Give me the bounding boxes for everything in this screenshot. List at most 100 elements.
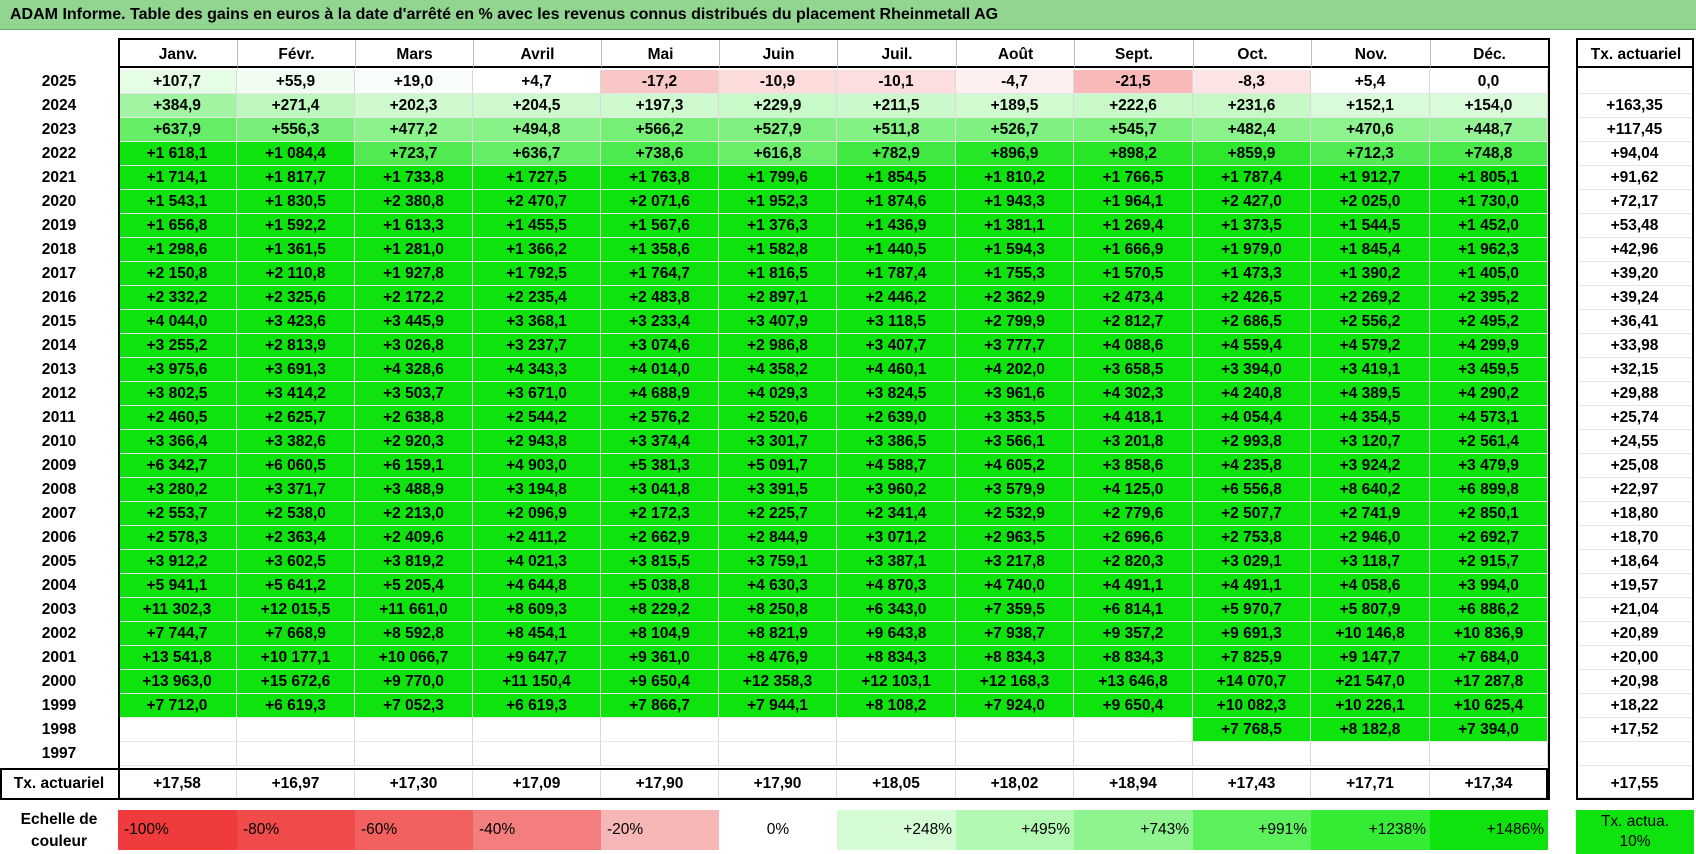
table-cell: +566,2: [601, 118, 719, 142]
table-cell: +2 920,3: [355, 430, 473, 454]
table-cell: +3 691,3: [237, 358, 355, 382]
table-cell: +4,7: [473, 70, 601, 94]
table-cell: +2 799,9: [956, 310, 1074, 334]
table-cell: +1 358,6: [601, 238, 719, 262]
table-cell: [1311, 742, 1430, 766]
scale-swatch: +1486%: [1430, 810, 1548, 850]
table-cell: [956, 742, 1074, 766]
table-cell: +1 845,4: [1311, 238, 1430, 262]
table-cell: +1 361,5: [237, 238, 355, 262]
table-cell: +8 229,2: [601, 598, 719, 622]
year-label: 2008: [41, 481, 77, 498]
table-cell: +896,9: [956, 142, 1074, 166]
table-cell: +5 091,7: [719, 454, 837, 478]
table-cell: [1074, 718, 1193, 742]
table-cell: +197,3: [601, 94, 719, 118]
footer-rate-cell: +17,58: [118, 770, 237, 798]
month-header-10: Oct.: [1193, 38, 1311, 68]
year-label: 2018: [41, 241, 77, 258]
table-cell: +4 579,2: [1311, 334, 1430, 358]
year-label: 2007: [41, 505, 77, 522]
table-cell: +3 374,4: [601, 430, 719, 454]
table-cell: +3 407,9: [719, 310, 837, 334]
table-cell: [355, 718, 473, 742]
table-cell: +1 805,1: [1430, 166, 1548, 190]
table-cell: +8 834,3: [837, 646, 956, 670]
table-cell: +3 118,7: [1311, 550, 1430, 574]
table-cell: [601, 718, 719, 742]
table-cell: +6 159,1: [355, 454, 473, 478]
table-cell: +204,5: [473, 94, 601, 118]
table-cell: +2 025,0: [1311, 190, 1430, 214]
year-label: 2014: [41, 337, 77, 354]
table-cell: +1 733,8: [355, 166, 473, 190]
rate-cell: +39,24: [1576, 286, 1694, 310]
footer-rate-cell: +17,71: [1311, 770, 1430, 798]
rate-cell: +33,98: [1576, 334, 1694, 358]
rate-cell: +18,70: [1576, 526, 1694, 550]
table-cell: +4 605,2: [956, 454, 1074, 478]
year-label: 2021: [41, 169, 77, 186]
table-cell: +2 813,9: [237, 334, 355, 358]
table-cell: +229,9: [719, 94, 837, 118]
table-cell: +1 792,5: [473, 262, 601, 286]
year-label: 2001: [41, 649, 77, 666]
table-cell: +4 870,3: [837, 574, 956, 598]
table-cell: +1 964,1: [1074, 190, 1193, 214]
table-cell: +1 730,0: [1430, 190, 1548, 214]
table-cell: +2 362,9: [956, 286, 1074, 310]
scale-swatch: +1238%: [1311, 810, 1430, 850]
table-cell: +494,8: [473, 118, 601, 142]
table-cell: +3 387,1: [837, 550, 956, 574]
table-cell: +4 460,1: [837, 358, 956, 382]
year-label: 2003: [41, 601, 77, 618]
table-cell: +10 226,1: [1311, 694, 1430, 718]
table-cell: +527,9: [719, 118, 837, 142]
table-cell: +2 426,5: [1193, 286, 1311, 310]
table-cell: +1 618,1: [118, 142, 237, 166]
table-cell: +2 213,0: [355, 502, 473, 526]
table-cell: +3 459,5: [1430, 358, 1548, 382]
table-cell: +4 044,0: [118, 310, 237, 334]
table-cell: +3 029,1: [1193, 550, 1311, 574]
table-cell: +1 787,4: [837, 262, 956, 286]
year-label: 2005: [41, 553, 77, 570]
table-cell: +2 943,8: [473, 430, 601, 454]
table-cell: +8 834,3: [956, 646, 1074, 670]
table-cell: +898,2: [1074, 142, 1193, 166]
table-cell: +8 182,8: [1311, 718, 1430, 742]
table-cell: +1 376,3: [719, 214, 837, 238]
table-cell: +3 479,9: [1430, 454, 1548, 478]
table-cell: +2 986,8: [719, 334, 837, 358]
table-cell: [956, 718, 1074, 742]
table-cell: +2 395,2: [1430, 286, 1548, 310]
table-cell: +1 817,7: [237, 166, 355, 190]
rate-cell: +39,20: [1576, 262, 1694, 286]
table-cell: +2 696,6: [1074, 526, 1193, 550]
table-cell: +2 332,2: [118, 286, 237, 310]
table-cell: +1 298,6: [118, 238, 237, 262]
table-cell: +1 943,3: [956, 190, 1074, 214]
table-cell: +1 952,3: [719, 190, 837, 214]
table-cell: +3 503,7: [355, 382, 473, 406]
table-cell: +7 684,0: [1430, 646, 1548, 670]
month-header-12: Déc.: [1430, 38, 1548, 68]
table-cell: +19,0: [355, 70, 473, 94]
table-cell: +3 391,5: [719, 478, 837, 502]
rate-header: Tx. actuariel: [1576, 38, 1694, 68]
table-cell: 0,0: [1430, 70, 1548, 94]
table-cell: +3 759,1: [719, 550, 837, 574]
table-cell: [355, 742, 473, 766]
table-cell: +9 147,7: [1311, 646, 1430, 670]
table-cell: +1 874,6: [837, 190, 956, 214]
scale-swatch: +991%: [1193, 810, 1311, 850]
table-cell: +4 740,0: [956, 574, 1074, 598]
rate-cell: +20,89: [1576, 622, 1694, 646]
table-cell: +7 359,5: [956, 598, 1074, 622]
month-header-6: Juin: [719, 38, 837, 68]
table-cell: +55,9: [237, 70, 355, 94]
table-cell: +154,0: [1430, 94, 1548, 118]
table-cell: +545,7: [1074, 118, 1193, 142]
table-cell: -21,5: [1074, 70, 1193, 94]
table-cell: +6 060,5: [237, 454, 355, 478]
